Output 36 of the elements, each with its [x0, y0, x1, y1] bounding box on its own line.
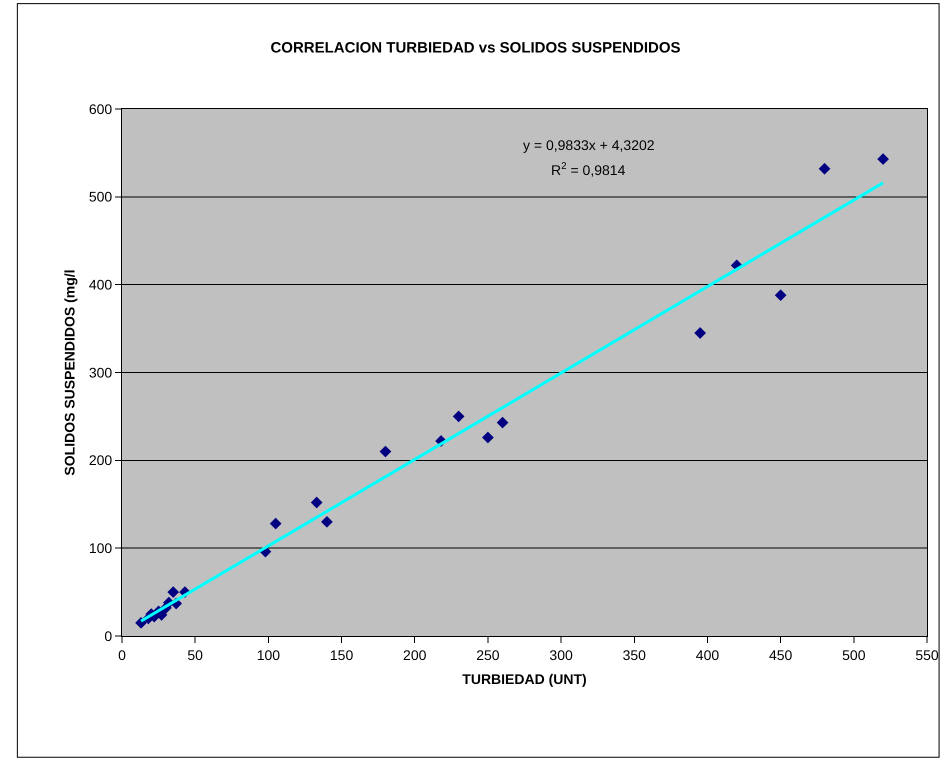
x-axis-title: TURBIEDAD (UNT) — [462, 671, 587, 688]
x-tick-label: 100 — [256, 646, 280, 663]
x-tick-label: 250 — [476, 646, 500, 663]
point — [270, 518, 282, 530]
x-tick-label: 400 — [696, 646, 720, 663]
point — [774, 289, 786, 302]
y-tick-label: 500 — [88, 188, 112, 205]
point — [380, 446, 392, 458]
x-tick-label: 0 — [118, 646, 126, 663]
point — [452, 410, 464, 422]
point — [321, 516, 333, 528]
x-tick-label: 150 — [330, 646, 354, 663]
annotation: R$^{2}$ = 0,9814 — [551, 161, 626, 178]
x-tick-label: 500 — [842, 646, 866, 663]
point — [818, 162, 830, 175]
y-tick-label: 0 — [104, 628, 112, 644]
point — [482, 432, 494, 444]
y-tick-label: 200 — [88, 452, 112, 468]
x-tick-label: 550 — [915, 646, 939, 663]
y-tick-label: 400 — [88, 276, 112, 293]
y-axis-title: SOLIDOS SUSPENDIDOS (mg/l — [61, 269, 78, 476]
x-tick-label: 300 — [549, 646, 573, 663]
chart-title: CORRELACION TURBIEDAD vs SOLIDOS SUSPENDIDOS — [270, 39, 681, 56]
y-tick-label: 100 — [88, 540, 112, 556]
y-tick-label: 300 — [88, 364, 112, 380]
point — [167, 586, 180, 598]
point — [496, 416, 508, 428]
x-tick-label: 350 — [622, 646, 646, 663]
point — [877, 153, 889, 165]
annotation: y = 0,9833x + 4,3202 — [523, 137, 655, 153]
y-tick-label: 600 — [88, 100, 112, 117]
point — [310, 496, 323, 508]
point — [694, 327, 706, 339]
x-tick-label: 50 — [187, 646, 204, 663]
x-tick-label: 450 — [768, 646, 793, 663]
x-tick-label: 200 — [403, 646, 427, 663]
